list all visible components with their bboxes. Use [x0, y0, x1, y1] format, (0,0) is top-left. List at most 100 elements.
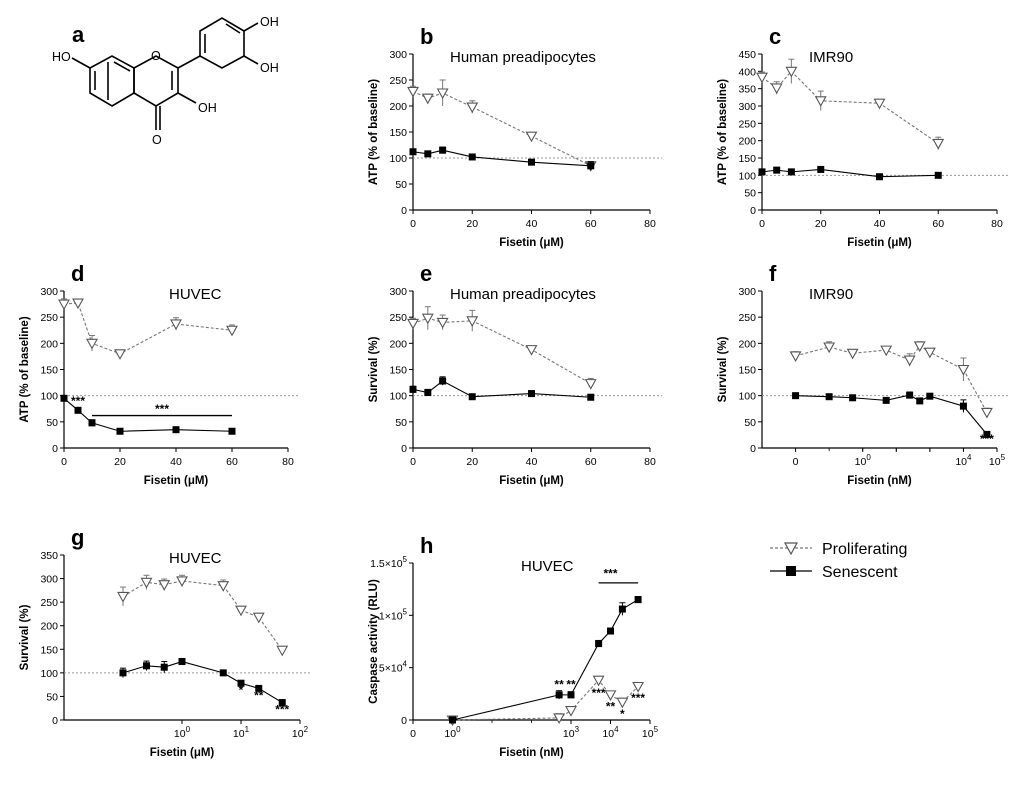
- significance-mark-d-0: ***: [71, 394, 85, 408]
- panel-label-f: f: [769, 261, 777, 286]
- significance-mark-h-1: **: [566, 678, 576, 692]
- x-tick-label-c-1: 20: [815, 218, 827, 230]
- point-c-senescent-4: [876, 173, 883, 181]
- point-g-proliferating-6: [252, 612, 265, 624]
- point-h-proliferating-5: [616, 697, 629, 709]
- point-d-proliferating-0: [58, 299, 70, 311]
- y-tick-label-d-5: 250: [40, 312, 58, 324]
- x-tick-label-d-0: 0: [61, 456, 67, 468]
- y-tick-label-f-2: 100: [738, 391, 756, 403]
- y-tick-label-b-2: 100: [389, 153, 407, 165]
- y-tick-label-f-6: 300: [738, 286, 756, 298]
- y-tick-label-b-1: 50: [395, 179, 407, 191]
- point-d-senescent-0: [60, 394, 68, 402]
- y-tick-label-e-4: 200: [389, 338, 407, 350]
- y-tick-label-b-3: 150: [389, 127, 407, 139]
- point-h-senescent-2: [567, 691, 575, 699]
- point-f-senescent-5: [916, 397, 924, 405]
- point-h-proliferating-6: [632, 681, 645, 693]
- x-tick-label-d-3: 60: [226, 456, 238, 468]
- significance-mark-h-0: **: [554, 678, 564, 692]
- point-g-senescent-7: [278, 699, 286, 707]
- point-f-senescent-4: [906, 391, 914, 399]
- y-tick-label-c-5: 250: [738, 118, 756, 130]
- x-tick-label-b-0: 0: [410, 218, 416, 230]
- point-g-proliferating-1: [140, 577, 153, 589]
- y-tick-label-b-6: 300: [389, 49, 407, 61]
- legend-marker-senescent: [786, 566, 796, 576]
- point-f-senescent-3: [882, 396, 890, 404]
- y-tick-label-f-4: 200: [738, 338, 756, 350]
- x-tick-label-f-0: 0: [793, 456, 799, 468]
- point-c-proliferating-0: [756, 72, 768, 84]
- panel-title-f: IMR90: [809, 286, 853, 303]
- point-b-proliferating-1: [421, 93, 434, 105]
- y-tick-label-e-0: 0: [401, 443, 407, 455]
- y-tick-label-g-6: 300: [40, 574, 58, 586]
- point-c-senescent-5: [934, 171, 942, 179]
- y-tick-label-f-1: 50: [744, 417, 756, 429]
- x-tick-label-b-4: 80: [644, 218, 656, 230]
- point-e-proliferating-3: [466, 316, 479, 327]
- point-f-senescent-2: [849, 394, 857, 402]
- point-e-proliferating-4: [525, 345, 538, 356]
- x-tick-label-d-4: 80: [282, 456, 294, 468]
- point-g-proliferating-7: [276, 645, 289, 657]
- panel-title-h: HUVEC: [521, 558, 574, 575]
- point-e-proliferating-1: [421, 313, 434, 325]
- y-tick-label-c-6: 300: [738, 101, 756, 113]
- point-h-senescent-6: [634, 596, 642, 604]
- y-tick-label-g-7: 350: [40, 550, 58, 562]
- x-tick-label-g-2: 102: [292, 725, 309, 740]
- x-tick-label-f-5: 105: [989, 453, 1006, 468]
- panel-f: f IMR90 0 50 100 150 200 250 300 0 100 104 105 Fiseti…: [717, 261, 1009, 487]
- point-b-senescent-5: [587, 162, 595, 170]
- x-axis-label-b: Fisetin (μM): [499, 237, 564, 249]
- significance-mark-h-6: ***: [603, 567, 617, 581]
- x-tick-label-e-4: 80: [644, 456, 656, 468]
- series-line-b-proliferating: [412, 90, 591, 167]
- y-tick-label-g-5: 250: [40, 597, 58, 609]
- point-g-senescent-0: [119, 669, 127, 677]
- point-b-senescent-1: [424, 150, 432, 158]
- point-f-proliferating-4: [903, 355, 916, 367]
- panel-label-e: e: [420, 261, 432, 286]
- panel-d: d HUVEC 0 50 100 150 200 250 300 0 20 40 60 80 Fisetin…: [19, 261, 300, 487]
- x-tick-label-b-3: 60: [585, 218, 597, 230]
- point-h-senescent-4: [607, 627, 614, 635]
- point-e-proliferating-2: [436, 317, 449, 329]
- significance-mark-h-2: ***: [592, 686, 606, 700]
- y-tick-label-h-2: 1×105: [379, 607, 408, 622]
- point-h-senescent-5: [618, 605, 626, 613]
- hydroxyl-4prime: OH: [260, 15, 279, 29]
- y-tick-label-h-0: 0: [401, 715, 407, 727]
- point-b-proliferating-0: [407, 86, 419, 98]
- carbonyl-oxygen: O: [152, 133, 162, 147]
- x-tick-label-c-2: 40: [874, 218, 886, 230]
- point-b-proliferating-2: [436, 88, 449, 100]
- y-tick-label-b-5: 250: [389, 75, 407, 87]
- legend-proliferating: Proliferating: [770, 541, 907, 558]
- point-c-senescent-1: [773, 166, 781, 174]
- point-c-senescent-0: [758, 168, 766, 176]
- point-d-proliferating-2: [86, 338, 98, 350]
- panel-h: h HUVEC 0 5×104 1×105 1.5×105 0 100 103 104 105 Fis…: [368, 533, 659, 759]
- panel-title-d: HUVEC: [169, 286, 222, 303]
- y-axis-label-e: Survival (%): [368, 336, 380, 402]
- legend: Proliferating Senescent: [770, 541, 907, 581]
- point-e-proliferating-0: [407, 318, 419, 330]
- y-tick-label-e-6: 300: [389, 286, 407, 298]
- series-line-c-proliferating: [761, 70, 939, 144]
- point-b-senescent-3: [468, 153, 476, 161]
- significance-mark-g-2: ***: [275, 702, 289, 716]
- x-axis-label-f: Fisetin (nM): [847, 475, 912, 487]
- x-axis-label-e: Fisetin (μM): [499, 475, 564, 487]
- panel-e: e Human preadipocytes 0 50 100 150 200 250 300 0 2…: [368, 261, 662, 487]
- point-e-senescent-0: [409, 385, 417, 393]
- panel-label-g: g: [71, 525, 84, 550]
- y-tick-label-f-5: 250: [738, 312, 756, 324]
- y-tick-label-f-0: 0: [750, 443, 756, 455]
- legend-senescent: Senescent: [770, 564, 898, 581]
- point-c-senescent-2: [787, 168, 795, 176]
- point-f-proliferating-2: [846, 348, 859, 360]
